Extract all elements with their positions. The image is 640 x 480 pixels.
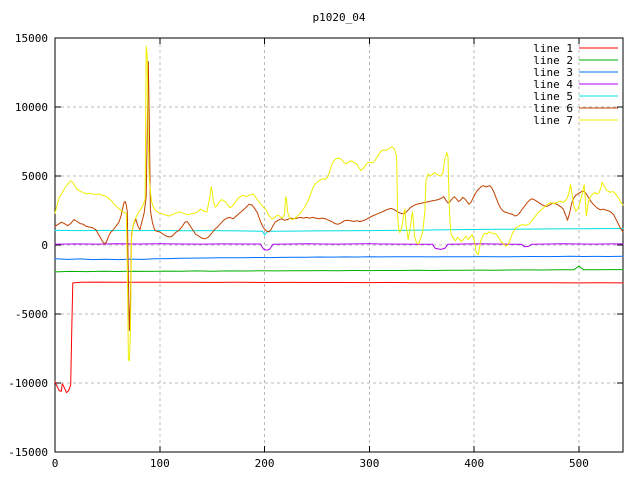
x-tick-label: 200 (255, 457, 275, 470)
y-tick-label: 5000 (22, 170, 49, 183)
y-tick-label: -5000 (15, 308, 48, 321)
x-tick-label: 500 (569, 457, 589, 470)
series-line-3 (54, 255, 624, 261)
legend-label: line 6 (533, 102, 573, 115)
legend-label: line 1 (533, 42, 573, 55)
legend-label: line 7 (533, 114, 573, 127)
x-tick-label: 300 (359, 457, 379, 470)
legend-label: line 5 (533, 90, 573, 103)
x-tick-label: 100 (150, 457, 170, 470)
legend-label: line 4 (533, 78, 573, 91)
y-tick-label: 10000 (15, 101, 48, 114)
y-tick-label: -15000 (8, 446, 48, 459)
y-tick-label: -10000 (8, 377, 48, 390)
x-tick-label: 0 (52, 457, 59, 470)
series-line-7 (54, 45, 624, 362)
legend-label: line 2 (533, 54, 573, 67)
series-line-2 (54, 265, 624, 273)
chart-title: p1020_04 (313, 11, 366, 24)
y-tick-label: 15000 (15, 32, 48, 45)
series-line-1 (54, 281, 624, 394)
y-tick-label: 0 (41, 239, 48, 252)
legend-label: line 3 (533, 66, 573, 79)
x-tick-label: 400 (464, 457, 484, 470)
series-line-5 (54, 228, 624, 236)
series-line-4 (54, 243, 624, 251)
